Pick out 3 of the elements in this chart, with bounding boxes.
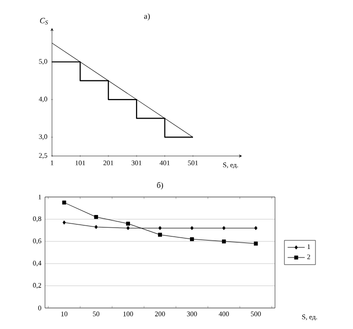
chart-title: а) [144, 13, 150, 20]
chart-title: б) [157, 182, 164, 190]
y-axis-title: C$_{S}$ [40, 18, 48, 24]
